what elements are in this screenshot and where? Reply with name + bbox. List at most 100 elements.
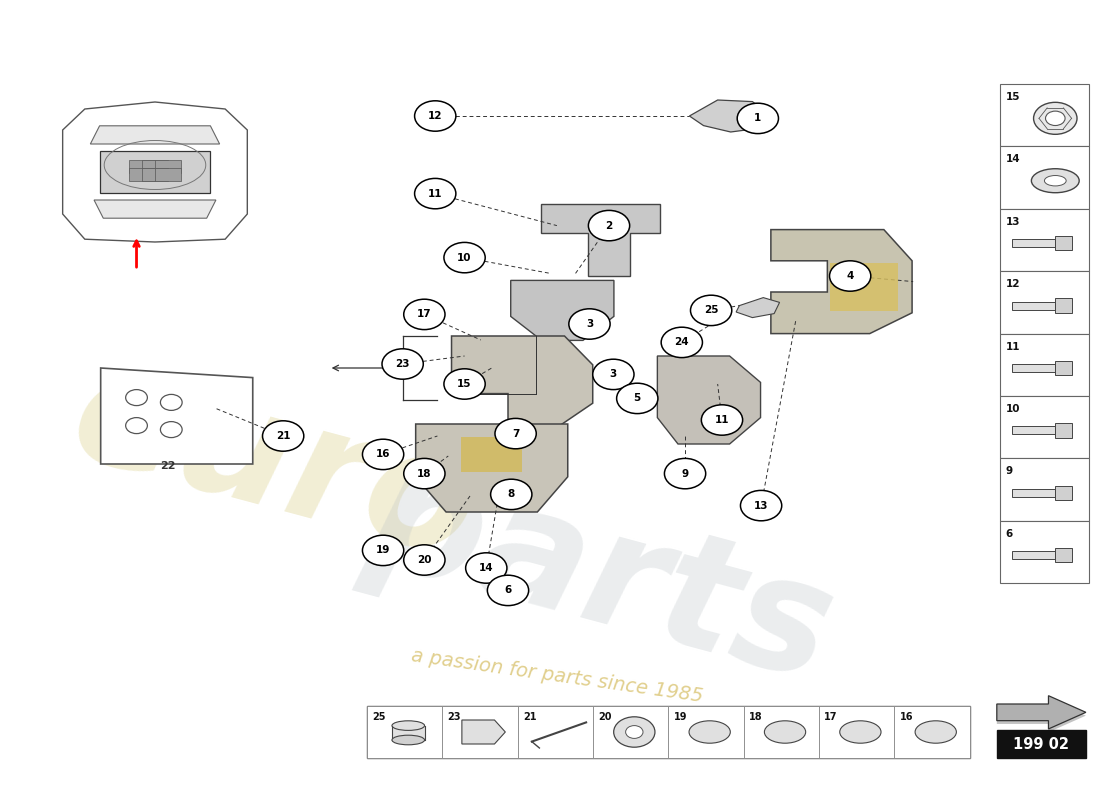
Circle shape (495, 418, 536, 449)
Bar (894, 706, 970, 758)
Text: 199 02: 199 02 (1013, 737, 1069, 752)
Circle shape (737, 103, 779, 134)
Text: 6: 6 (505, 586, 512, 595)
Polygon shape (997, 696, 1086, 729)
Polygon shape (461, 437, 522, 472)
Bar (155, 168, 180, 181)
Bar (1055, 361, 1071, 375)
Bar (1000, 521, 1089, 583)
Text: 18: 18 (417, 469, 431, 478)
Text: 21: 21 (522, 712, 537, 722)
Polygon shape (736, 298, 780, 318)
Polygon shape (510, 280, 614, 341)
Text: euro: euro (56, 336, 493, 592)
Bar (1012, 364, 1055, 372)
Bar (129, 160, 155, 173)
Polygon shape (101, 368, 253, 464)
Text: 24: 24 (674, 338, 689, 347)
Polygon shape (690, 100, 769, 132)
Text: 20: 20 (417, 555, 431, 565)
Text: 25: 25 (372, 712, 386, 722)
Bar (129, 168, 155, 181)
Bar (366, 706, 442, 758)
Polygon shape (451, 336, 593, 432)
Text: 16: 16 (900, 712, 913, 722)
Polygon shape (658, 356, 760, 444)
Circle shape (691, 295, 732, 326)
Circle shape (740, 490, 782, 521)
Text: a passion for parts since 1985: a passion for parts since 1985 (409, 646, 704, 706)
Text: 19: 19 (673, 712, 688, 722)
Polygon shape (63, 102, 248, 242)
Bar (1055, 548, 1071, 562)
Circle shape (614, 717, 654, 747)
Circle shape (829, 261, 871, 291)
Polygon shape (462, 720, 505, 744)
Polygon shape (94, 200, 216, 218)
Text: 12: 12 (1005, 279, 1020, 289)
Polygon shape (830, 263, 898, 310)
Bar (1055, 423, 1071, 438)
Bar (1055, 298, 1071, 313)
Circle shape (444, 369, 485, 399)
Circle shape (702, 405, 743, 435)
Text: 8: 8 (507, 490, 515, 499)
Polygon shape (540, 204, 660, 276)
Ellipse shape (915, 721, 956, 743)
Bar (593, 706, 668, 758)
Text: 6: 6 (1005, 529, 1013, 539)
Text: 23: 23 (448, 712, 461, 722)
Text: 21: 21 (276, 431, 290, 441)
Text: 17: 17 (417, 310, 431, 319)
Bar (744, 706, 818, 758)
Ellipse shape (1032, 169, 1079, 193)
Text: 4: 4 (847, 271, 854, 281)
Circle shape (161, 422, 183, 438)
Text: 2: 2 (605, 221, 613, 230)
Circle shape (626, 726, 644, 738)
Bar (366, 706, 970, 758)
Bar (100, 151, 210, 193)
Text: 10: 10 (458, 253, 472, 262)
Ellipse shape (1044, 175, 1066, 186)
Circle shape (593, 359, 634, 390)
Polygon shape (416, 424, 568, 512)
Text: 15: 15 (458, 379, 472, 389)
Text: parts: parts (352, 440, 848, 712)
Ellipse shape (689, 721, 730, 743)
Text: 22: 22 (161, 461, 176, 470)
Bar (155, 160, 180, 173)
Circle shape (415, 178, 455, 209)
Circle shape (382, 349, 424, 379)
Bar (1000, 334, 1089, 396)
Polygon shape (771, 230, 912, 334)
Bar (392, 724, 425, 740)
Text: 15: 15 (1005, 92, 1020, 102)
Text: 1: 1 (755, 114, 761, 123)
Text: 19: 19 (376, 546, 390, 555)
Polygon shape (997, 699, 1086, 732)
Bar (1055, 236, 1071, 250)
Bar (818, 706, 894, 758)
Text: 14: 14 (1005, 154, 1020, 164)
Circle shape (363, 535, 404, 566)
Bar (1012, 426, 1055, 434)
Polygon shape (90, 126, 220, 144)
Bar (142, 168, 168, 181)
Circle shape (465, 553, 507, 583)
Circle shape (404, 458, 446, 489)
Circle shape (1034, 102, 1077, 134)
Circle shape (125, 390, 147, 406)
Text: 18: 18 (749, 712, 762, 722)
Circle shape (661, 327, 703, 358)
Circle shape (487, 575, 529, 606)
Circle shape (491, 479, 532, 510)
Text: 14: 14 (478, 563, 494, 573)
Ellipse shape (392, 721, 425, 730)
Circle shape (404, 545, 446, 575)
Text: 13: 13 (1005, 217, 1020, 227)
Bar (1000, 146, 1089, 209)
Circle shape (617, 383, 658, 414)
Bar (1012, 302, 1055, 310)
Bar (1000, 271, 1089, 334)
